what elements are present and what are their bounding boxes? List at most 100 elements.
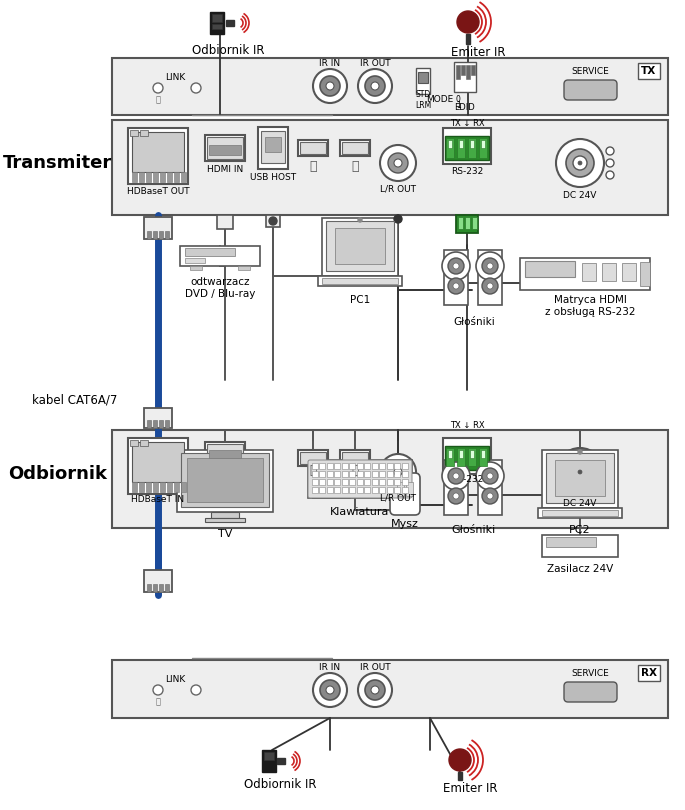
Bar (406, 482, 413, 496)
Text: PC1: PC1 (350, 295, 370, 305)
Bar (160, 482, 165, 492)
Bar (418, 72, 428, 83)
Text: RS-232: RS-232 (451, 168, 483, 177)
Bar (448, 450, 452, 458)
Circle shape (269, 217, 277, 225)
Text: HDMI OUT: HDMI OUT (202, 467, 248, 476)
Bar (357, 487, 363, 493)
Bar (185, 258, 205, 263)
Bar (446, 138, 454, 158)
Text: IR OUT: IR OUT (360, 663, 390, 672)
Text: USB HOST: USB HOST (250, 173, 296, 181)
Bar (300, 142, 326, 154)
Bar (459, 450, 463, 458)
Bar (468, 448, 476, 466)
Bar (444, 460, 468, 515)
Bar (538, 508, 622, 518)
Bar (372, 471, 378, 477)
Text: IR IN: IR IN (319, 663, 340, 672)
Bar (457, 448, 465, 466)
Bar (300, 452, 326, 464)
Bar (207, 444, 243, 466)
Bar (181, 482, 186, 492)
Circle shape (448, 278, 464, 294)
Text: Klawiatura: Klawiatura (330, 507, 390, 517)
Bar (187, 458, 263, 502)
Bar (349, 487, 356, 493)
Bar (312, 487, 318, 493)
Bar (357, 479, 363, 485)
Circle shape (457, 11, 479, 33)
Bar (160, 172, 165, 182)
Bar (364, 471, 371, 477)
Bar (402, 471, 408, 477)
Bar (479, 448, 487, 466)
Circle shape (578, 161, 582, 165)
Bar (140, 130, 148, 136)
Bar (130, 440, 138, 446)
Circle shape (487, 473, 493, 479)
Bar (146, 482, 151, 492)
Bar (555, 460, 605, 496)
Text: Głośniki: Głośniki (453, 317, 495, 327)
Bar (364, 479, 371, 485)
Bar (322, 218, 398, 276)
Bar (167, 482, 172, 492)
Text: HDBaseT OUT: HDBaseT OUT (127, 187, 189, 197)
Bar (443, 128, 491, 164)
Bar (147, 231, 151, 239)
Bar (153, 172, 158, 182)
Bar (334, 479, 340, 485)
Text: Głośniki: Głośniki (452, 525, 496, 535)
Bar (459, 140, 463, 148)
FancyBboxPatch shape (308, 460, 412, 498)
Bar (209, 145, 241, 155)
Circle shape (453, 283, 459, 289)
Bar (112, 120, 668, 215)
Text: SERVICE: SERVICE (571, 670, 609, 679)
Bar (470, 140, 474, 148)
Bar (212, 14, 222, 22)
Circle shape (566, 149, 594, 177)
Bar (481, 450, 485, 458)
Bar (602, 263, 616, 281)
Circle shape (566, 458, 594, 486)
Bar (312, 471, 318, 477)
Text: ⬦: ⬦ (309, 160, 316, 173)
Bar (159, 420, 163, 428)
Text: ⏻: ⏻ (155, 96, 160, 104)
Text: ⬦: ⬦ (351, 463, 359, 476)
Bar (395, 487, 401, 493)
Circle shape (358, 69, 392, 103)
Bar (159, 584, 163, 592)
Bar (471, 65, 475, 75)
Circle shape (326, 82, 334, 90)
Bar (622, 263, 636, 281)
Text: Transmiter: Transmiter (3, 154, 112, 172)
Bar (144, 570, 172, 592)
Bar (454, 62, 476, 92)
Bar (357, 471, 363, 477)
Bar (357, 463, 363, 469)
Text: MODE: MODE (426, 96, 453, 104)
Text: 1: 1 (456, 100, 461, 109)
Bar (456, 65, 460, 79)
Text: DC 24V: DC 24V (563, 500, 597, 509)
Bar (312, 463, 318, 469)
Circle shape (606, 171, 614, 179)
Circle shape (578, 470, 582, 474)
Bar (402, 487, 408, 493)
Bar (153, 231, 157, 239)
Bar (318, 276, 402, 286)
Bar (146, 172, 151, 182)
Text: kabel CAT6A/7: kabel CAT6A/7 (32, 394, 118, 407)
Circle shape (313, 673, 347, 707)
Bar (327, 463, 333, 469)
Circle shape (371, 686, 379, 694)
Text: TX ↓ RX: TX ↓ RX (449, 118, 484, 127)
Circle shape (320, 76, 340, 96)
Circle shape (476, 252, 504, 280)
Text: PC2: PC2 (569, 525, 590, 535)
Bar (546, 537, 596, 547)
Bar (112, 660, 668, 718)
